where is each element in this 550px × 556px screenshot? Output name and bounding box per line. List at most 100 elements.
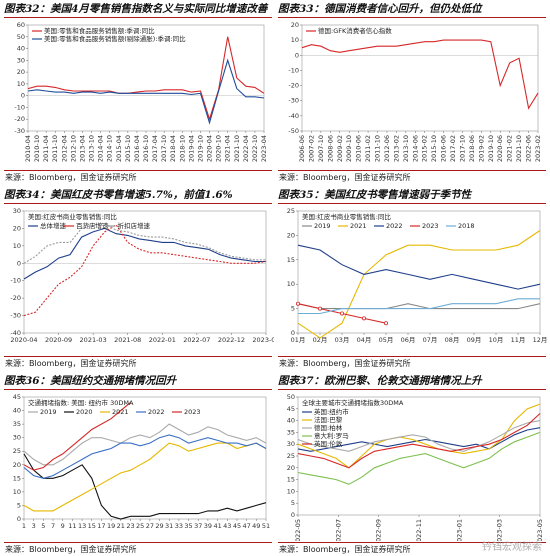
plot-frame <box>23 396 267 520</box>
series-line <box>298 298 540 315</box>
x-tick-label: 05月 <box>379 336 394 344</box>
legend-label: 2022 <box>148 408 165 416</box>
legend-label: 美国:零售和食品服务销售额(剔除通胀):季调:同比 <box>44 34 186 43</box>
x-tick-label: 09月 <box>467 336 482 344</box>
x-tick-label: 2011-04 <box>42 135 50 162</box>
x-tick-label: 2011-10 <box>51 135 59 162</box>
y-tick-label: -10 <box>10 277 21 285</box>
legend-label: 2022 <box>386 222 403 230</box>
legend-title: 美国:红皮书商业零售销售:同比 <box>302 212 391 221</box>
series-line <box>301 39 539 110</box>
y-tick-label: 30 <box>13 434 21 442</box>
title-divider <box>278 17 546 18</box>
panel-32: 图表32：美国4月零售销售指数名义与实际同比增速改善 60 50 40 30 20 10 0… <box>2 0 274 184</box>
y-tick-label: -30 <box>10 312 21 320</box>
x-tick-label: 2011-10 <box>374 135 382 162</box>
x-tick-label: 2007-10 <box>317 135 325 162</box>
panel-title: 图表34：美国红皮书零售增速5.7%，前值1.6% <box>4 189 233 201</box>
x-tick-label: 2020-04 <box>10 336 37 344</box>
plot-frame <box>23 210 267 334</box>
x-tick-label: 2013-02 <box>392 135 400 162</box>
y-tick-label: 5 <box>291 305 295 313</box>
x-tick-label: 43 <box>223 522 231 530</box>
y-tick-label: 50 <box>17 33 25 41</box>
x-tick-label: 2016-10 <box>142 135 150 162</box>
y-tick-label: 30 <box>17 56 25 64</box>
x-tick-label: 2020-09 <box>45 336 72 344</box>
y-tick-label: 5 <box>17 501 21 509</box>
y-tick-label: 10 <box>17 80 25 88</box>
legend-title: 交通拥堵指数: 美国: 纽约市 30DMA <box>28 398 134 407</box>
y-tick-label: 45 <box>13 393 21 401</box>
x-tick-label: 2008-06 <box>326 135 334 162</box>
series-point <box>318 306 323 311</box>
x-tick-label: 45 <box>233 522 241 530</box>
source-divider <box>278 356 546 357</box>
x-tick-label: 23 <box>126 522 134 530</box>
y-tick-label: 20 <box>17 68 25 76</box>
legend-label: 英国:伦敦 <box>314 439 343 448</box>
title-divider <box>4 17 272 18</box>
legend-title: 全球主要城市交通拥堵指数30DMA <box>302 398 404 407</box>
x-tick-label: 7 <box>51 522 55 530</box>
x-tick-label: 11月 <box>511 336 526 344</box>
y-tick-label: 0 <box>291 511 295 519</box>
x-tick-label: 2012-06 <box>383 135 391 162</box>
legend-label: 德国:柏林 <box>314 423 343 432</box>
source-note: 来源：Bloomberg，国金证券研究所 <box>5 173 137 182</box>
panel-34: 图表34：美国红皮书零售增速5.7%，前值1.6% 30 20 10 0 -10 -20 -… <box>2 186 274 370</box>
y-tick-label: 20 <box>13 461 21 469</box>
source-divider <box>4 356 272 357</box>
x-tick-label: 2012-04 <box>60 135 68 162</box>
y-tick-label: 15 <box>287 476 295 484</box>
source-note: 来源：Bloomberg，国金证券研究所 <box>5 545 137 554</box>
y-tick-label: 25 <box>287 207 295 215</box>
x-tick-label: 04月 <box>357 336 372 344</box>
x-tick-label: 2021-10 <box>233 135 241 162</box>
x-tick-label: 2016-04 <box>133 135 141 162</box>
x-tick-label: 2022-05 <box>294 519 302 541</box>
x-tick-label: 2023-03 <box>496 519 504 541</box>
series-line <box>23 423 267 466</box>
x-tick-label: 2019-10 <box>196 135 204 162</box>
y-tick-label: -30 <box>14 127 25 135</box>
title-divider <box>278 203 546 204</box>
y-tick-label: 30 <box>287 440 295 448</box>
x-tick-label: 2019-10 <box>487 135 495 162</box>
panel-36: 图表36：美国纽约交通拥堵情况回升 45 40 35 30 25 20 15 10 5 0 1 3 5 7… <box>2 372 274 556</box>
x-tick-label: 13 <box>78 522 86 530</box>
y-tick-label: -10 <box>14 103 25 111</box>
y-tick-label: 0 <box>21 92 25 100</box>
y-tick-label: 40 <box>287 417 295 425</box>
x-tick-label: 2021-03 <box>80 336 107 344</box>
series-line <box>297 431 541 485</box>
y-tick-label: 20 <box>287 464 295 472</box>
y-tick-label: 25 <box>13 447 21 455</box>
x-tick-label: 10月 <box>489 336 504 344</box>
x-tick-label: 29 <box>155 522 163 530</box>
x-tick-label: 2022-04 <box>242 135 250 162</box>
x-tick-label: 2013-04 <box>78 135 86 162</box>
x-tick-label: 07月 <box>423 336 438 344</box>
series-point <box>340 311 345 316</box>
x-tick-label: 2010-06 <box>355 135 363 162</box>
panel-title: 图表35：美国红皮书零售增速弱于季节性 <box>278 189 472 201</box>
title-divider <box>4 389 272 390</box>
series-line <box>297 303 541 310</box>
y-tick-label: 15 <box>13 474 21 482</box>
y-tick-label: -10 <box>288 66 299 74</box>
x-tick-label: 9 <box>61 522 65 530</box>
series-point <box>384 321 389 326</box>
x-tick-label: 08月 <box>445 336 460 344</box>
x-tick-label: 2007-02 <box>307 135 315 162</box>
series-line <box>297 420 541 452</box>
y-tick-label: 10 <box>13 242 21 250</box>
